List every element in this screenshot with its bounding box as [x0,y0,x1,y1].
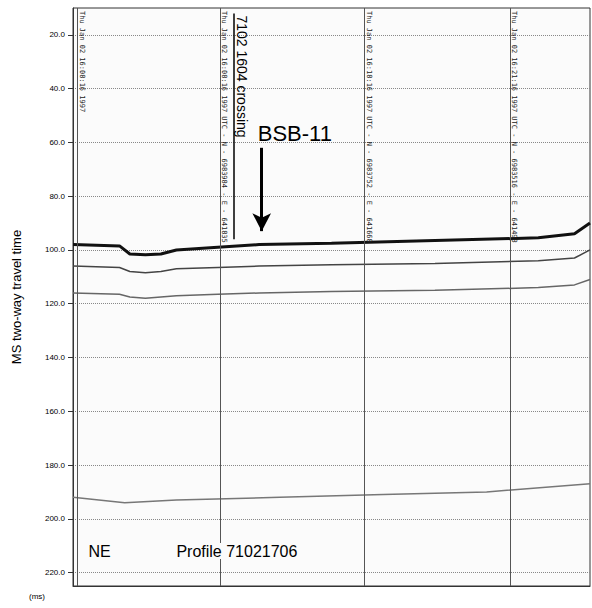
svg-text:NE: NE [89,543,111,560]
svg-text:Profile 71021706: Profile 71021706 [176,543,297,560]
svg-text:Thu Jan 02 16:18:16 1997 UTC -: Thu Jan 02 16:18:16 1997 UTC - N - 69837… [365,11,373,243]
svg-text:80.0: 80.0 [49,192,65,201]
svg-text:Thu Jan 02 16:08:16 1997 UTC -: Thu Jan 02 16:08:16 1997 UTC - N - 69839… [220,11,228,243]
svg-text:MS two-way travel time: MS two-way travel time [9,230,24,364]
svg-text:Thu Jan 02 16:08:16 1997: Thu Jan 02 16:08:16 1997 [78,11,86,112]
svg-text:180.0: 180.0 [45,461,66,470]
svg-text:140.0: 140.0 [45,353,66,362]
svg-text:BSB-11: BSB-11 [258,121,332,146]
svg-text:160.0: 160.0 [45,407,66,416]
svg-text:(ms): (ms) [29,592,45,601]
svg-text:40.0: 40.0 [49,84,65,93]
svg-text:100.0: 100.0 [45,245,66,254]
svg-text:200.0: 200.0 [45,514,66,523]
svg-text:220.0: 220.0 [45,568,66,577]
svg-text:20.0: 20.0 [49,30,65,39]
svg-text:60.0: 60.0 [49,138,65,147]
svg-text:7102 1604 crossing: 7102 1604 crossing [234,15,250,137]
svg-text:Thu Jan 02 16:21:16 1997 UTC -: Thu Jan 02 16:21:16 1997 UTC - N - 69835… [510,11,518,243]
svg-text:120.0: 120.0 [45,299,66,308]
